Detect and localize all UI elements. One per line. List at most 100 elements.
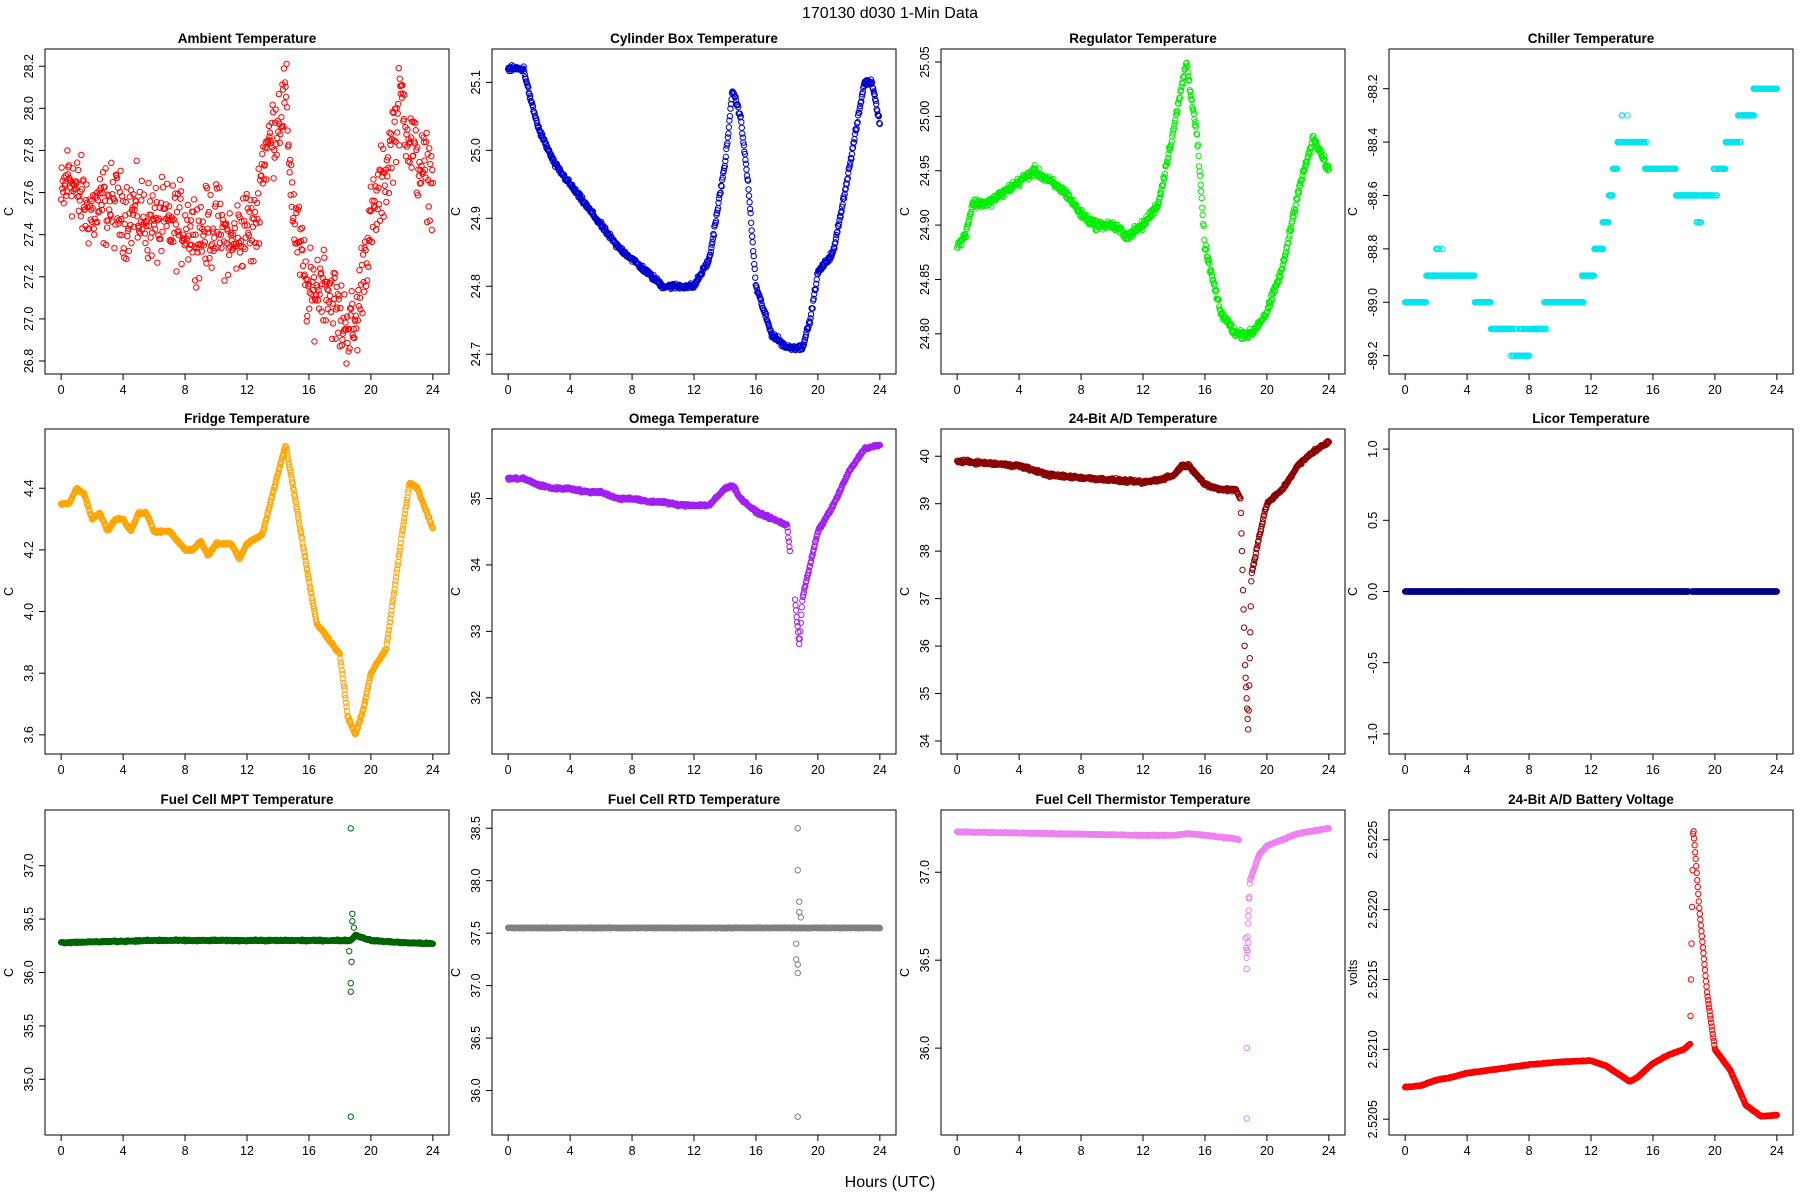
data-point	[270, 146, 278, 154]
data-point	[266, 501, 274, 509]
data-point	[709, 238, 716, 246]
data-point	[270, 175, 277, 182]
data-point	[200, 242, 208, 249]
data-point	[395, 65, 402, 72]
data-point	[381, 169, 388, 176]
data-point	[168, 214, 175, 221]
data-point	[1188, 96, 1196, 104]
data-point	[267, 137, 274, 144]
data-point	[1269, 295, 1276, 303]
data-point	[740, 142, 748, 149]
data-point	[203, 260, 210, 267]
data-point	[192, 231, 199, 238]
data-point	[1070, 196, 1077, 203]
data-point	[128, 206, 136, 214]
data-point	[300, 236, 308, 244]
data-point	[218, 244, 225, 252]
data-point	[717, 189, 724, 197]
y-tick-label: 34	[918, 734, 932, 748]
data-point	[708, 244, 715, 252]
data-point	[342, 699, 350, 706]
data-point	[1205, 256, 1213, 264]
data-point	[299, 246, 306, 254]
data-point	[1200, 222, 1207, 229]
data-point	[393, 129, 401, 136]
data-point	[1167, 141, 1175, 148]
data-point	[384, 637, 391, 644]
data-point	[744, 177, 752, 184]
data-point	[211, 245, 218, 252]
data-point	[149, 192, 156, 199]
data-point	[283, 60, 290, 68]
data-point	[108, 159, 115, 167]
data-point	[86, 507, 93, 515]
data-point	[254, 215, 261, 223]
data-point	[153, 199, 160, 206]
y-tick-label: 40	[918, 449, 932, 463]
data-point	[867, 76, 875, 83]
data-point	[1286, 233, 1293, 240]
data-point	[749, 239, 756, 246]
data-point	[233, 265, 240, 272]
data-point	[94, 218, 101, 226]
data-point	[813, 535, 820, 543]
data-point	[276, 463, 284, 471]
data-point	[428, 226, 436, 234]
data-point	[360, 705, 367, 712]
data-point	[388, 164, 395, 172]
data-point	[856, 105, 863, 113]
data-point	[427, 179, 434, 187]
data-point	[315, 286, 322, 294]
x-tick-label: 12	[240, 763, 254, 777]
data-point	[98, 201, 105, 209]
data-point	[1287, 227, 1295, 234]
data-point	[325, 299, 333, 306]
data-point	[421, 157, 428, 164]
data-point	[1439, 245, 1446, 253]
x-tick-label: 0	[954, 383, 961, 397]
data-point	[389, 179, 397, 186]
data-point	[375, 184, 382, 191]
data-point	[159, 228, 166, 235]
data-point	[718, 183, 725, 190]
data-point	[383, 156, 391, 164]
x-tick-label: 12	[687, 383, 701, 397]
data-point	[202, 255, 209, 262]
data-point	[1175, 100, 1182, 107]
data-point	[715, 199, 722, 206]
data-point	[1713, 192, 1721, 199]
data-point	[131, 206, 138, 214]
data-point	[807, 311, 815, 318]
data-point	[296, 521, 303, 528]
y-tick-label: 36	[918, 639, 932, 653]
data-point	[285, 141, 292, 148]
data-point	[327, 308, 335, 316]
y-tick-label: 4.2	[22, 541, 36, 558]
data-point	[388, 607, 395, 614]
x-tick-label: 0	[505, 763, 512, 777]
data-point	[807, 558, 815, 565]
x-tick-label: 24	[873, 383, 887, 397]
data-point	[405, 486, 412, 493]
data-point	[332, 335, 339, 342]
data-point	[366, 675, 373, 682]
data-point	[122, 198, 129, 206]
data-point	[362, 246, 369, 254]
data-point	[314, 297, 322, 304]
data-point	[1207, 266, 1215, 274]
data-point	[1526, 352, 1533, 359]
data-point	[337, 304, 344, 312]
data-point	[293, 209, 300, 217]
x-tick-label: 8	[629, 383, 636, 397]
data-point	[310, 266, 317, 273]
data-point	[111, 198, 119, 205]
data-point	[397, 539, 404, 547]
data-point	[798, 604, 805, 611]
data-point	[81, 490, 88, 498]
data-point	[749, 248, 757, 255]
data-point	[273, 151, 280, 158]
data-point	[394, 110, 401, 117]
x-tick-label: 16	[749, 383, 763, 397]
data-point	[247, 196, 254, 204]
